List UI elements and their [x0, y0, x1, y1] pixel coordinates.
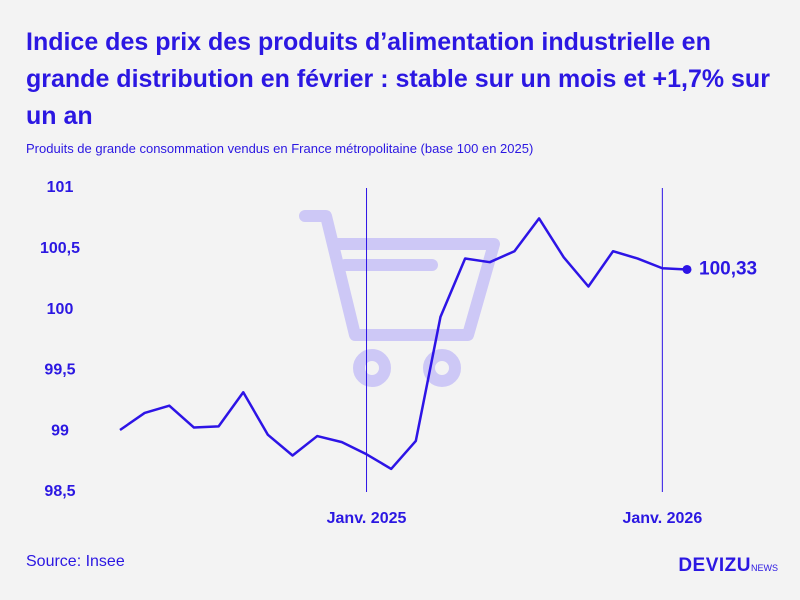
y-tick-label: 98,5 — [44, 483, 75, 500]
y-tick-label: 101 — [47, 179, 74, 196]
point — [682, 264, 692, 274]
value-label: 100,33 — [699, 258, 757, 279]
source: Source: Insee — [26, 553, 125, 570]
y-tick-label: 99,5 — [44, 362, 75, 379]
x-tick-label: Janv. 2026 — [622, 510, 702, 527]
chart-title: Indice des prix des produits d’alimentat… — [26, 28, 770, 130]
logo: DEVIZUNEWS — [678, 555, 778, 577]
cart-icon — [299, 210, 500, 387]
y-tick-label: 100,5 — [40, 240, 80, 257]
y-tick-label: 99 — [51, 422, 69, 439]
line — [119, 217, 688, 471]
logo-brand: DEVIZU — [678, 555, 751, 576]
logo-suffix: NEWS — [751, 563, 778, 573]
x-tick-label: Janv. 2025 — [327, 510, 407, 527]
chart-subtitle: Produits de grande consommation vendus e… — [26, 141, 534, 156]
y-tick-label: 100 — [47, 301, 74, 318]
